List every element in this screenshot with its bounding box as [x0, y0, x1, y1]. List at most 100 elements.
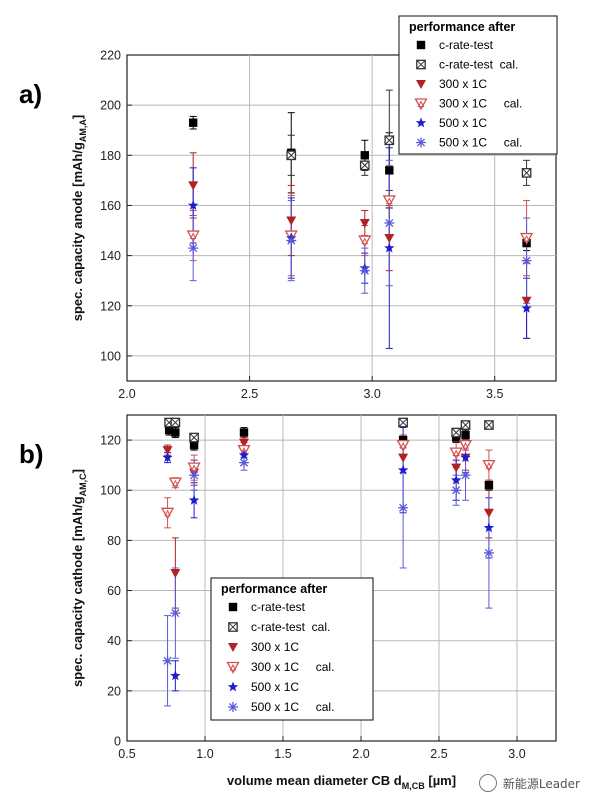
data-point	[451, 427, 462, 438]
data-point-cross	[484, 420, 494, 430]
data-point	[286, 150, 297, 161]
x-tick-label: 2.0	[118, 387, 135, 401]
data-point	[450, 474, 462, 485]
legend-marker-outer	[414, 98, 428, 111]
y-tick-label: 100	[100, 349, 121, 363]
data-point	[160, 507, 175, 520]
data-point-outer	[519, 232, 534, 245]
y-axis-label-main: spec. capacity anode [mAh/g	[70, 142, 85, 321]
y-tick-label: 100	[100, 484, 121, 498]
series-4-markers	[162, 449, 495, 681]
data-point	[521, 168, 532, 178]
data-point	[359, 219, 370, 229]
data-point	[359, 265, 370, 276]
y-tick-label: 160	[100, 199, 121, 213]
legend-marker-cross	[416, 59, 426, 70]
y-axis-label-main: spec. capacity cathode [mAh/g	[70, 496, 85, 687]
y-tick-label: 80	[107, 534, 121, 548]
legend-title: performance after	[221, 582, 327, 596]
legend-marker	[415, 117, 427, 128]
legend-box	[210, 577, 374, 721]
legend-entry: 500 x 1C cal.	[251, 700, 334, 714]
y-tick-label: 120	[100, 299, 121, 313]
y-tick-label: 120	[100, 434, 121, 448]
data-point	[168, 477, 182, 490]
x-axis-label-end: [µm]	[425, 773, 456, 788]
x-axis-label: volume mean diameter CB dM,CB [µm]	[227, 773, 456, 791]
data-point	[238, 449, 250, 460]
x-tick-label: 3.5	[486, 387, 503, 401]
data-point	[484, 481, 494, 490]
data-point-cross	[360, 160, 370, 170]
data-point	[384, 135, 395, 146]
wechat-badge-icon	[478, 774, 497, 792]
legend-marker	[228, 702, 238, 712]
data-point-outer	[382, 195, 396, 208]
data-point	[521, 302, 532, 313]
legend-marker	[416, 137, 426, 148]
y-tick-label: 60	[107, 584, 121, 598]
data-point	[186, 230, 200, 243]
x-tick-label: 1.0	[196, 747, 213, 761]
series-3-markers	[160, 439, 496, 520]
legend-marker	[416, 40, 426, 50]
legend-marker	[414, 98, 428, 111]
legend-marker	[228, 622, 238, 632]
data-point	[460, 452, 471, 463]
data-point-cross	[522, 168, 532, 178]
data-point-cross	[398, 417, 408, 428]
data-point	[451, 485, 462, 496]
y-axis-label-sub: AM,C	[78, 473, 88, 496]
data-point	[398, 502, 409, 513]
legend-entry: 300 x 1C	[251, 640, 299, 654]
data-point-outer	[168, 477, 182, 490]
data-point	[358, 235, 372, 248]
legend-marker-inner	[417, 100, 425, 107]
data-point	[483, 547, 494, 558]
data-point	[482, 460, 496, 473]
watermark-text: 新能源Leader	[502, 776, 580, 791]
data-point	[449, 447, 463, 460]
panel-label: b)	[19, 439, 44, 469]
series-2-markers	[188, 181, 532, 306]
data-point	[171, 428, 180, 437]
data-point-outer	[482, 460, 496, 473]
legend-entry: c-rate-test cal.	[439, 58, 518, 72]
data-point	[451, 433, 461, 442]
legend-entry: 300 x 1C	[439, 77, 487, 91]
data-point	[396, 439, 410, 452]
legend-entry: c-rate-test	[251, 600, 306, 614]
data-point-cross	[170, 417, 180, 428]
legend-marker	[416, 59, 426, 70]
data-point-inner	[164, 509, 171, 517]
data-point	[239, 457, 249, 468]
data-point	[239, 438, 249, 448]
data-point-cross	[189, 433, 199, 443]
data-point	[484, 420, 494, 430]
data-point	[188, 181, 199, 191]
data-point	[188, 494, 200, 505]
legend-marker	[226, 661, 240, 674]
data-point	[360, 151, 369, 160]
data-point-inner	[399, 441, 407, 449]
data-point	[170, 417, 181, 428]
y-tick-label: 220	[100, 49, 121, 63]
data-point	[286, 235, 297, 246]
data-point	[170, 568, 181, 578]
data-point-outer	[449, 447, 463, 460]
data-point	[461, 430, 470, 440]
data-point	[398, 453, 409, 463]
panel-a-chart: a) 2.0 2.5 3.0 3.5 100 120 140 160 180 200 220 spec.…	[19, 15, 558, 401]
data-point	[397, 464, 409, 475]
data-point	[239, 428, 249, 437]
data-point-outer	[358, 235, 372, 248]
legend-entry: 500 x 1C	[439, 116, 487, 130]
legend: performance after c-rate-test c-rate-test …	[398, 15, 558, 155]
y-tick-label: 180	[100, 149, 121, 163]
data-point-cross	[384, 135, 394, 145]
data-point-inner	[361, 237, 369, 245]
legend-box	[398, 15, 558, 155]
legend-marker	[228, 643, 238, 652]
panel-b-chart: b) 0.5 1.0 1.5 2.0 2.5 3.0 0 20 40 60 80 100 120 spec.…	[19, 414, 557, 791]
data-point-cross	[451, 428, 461, 438]
